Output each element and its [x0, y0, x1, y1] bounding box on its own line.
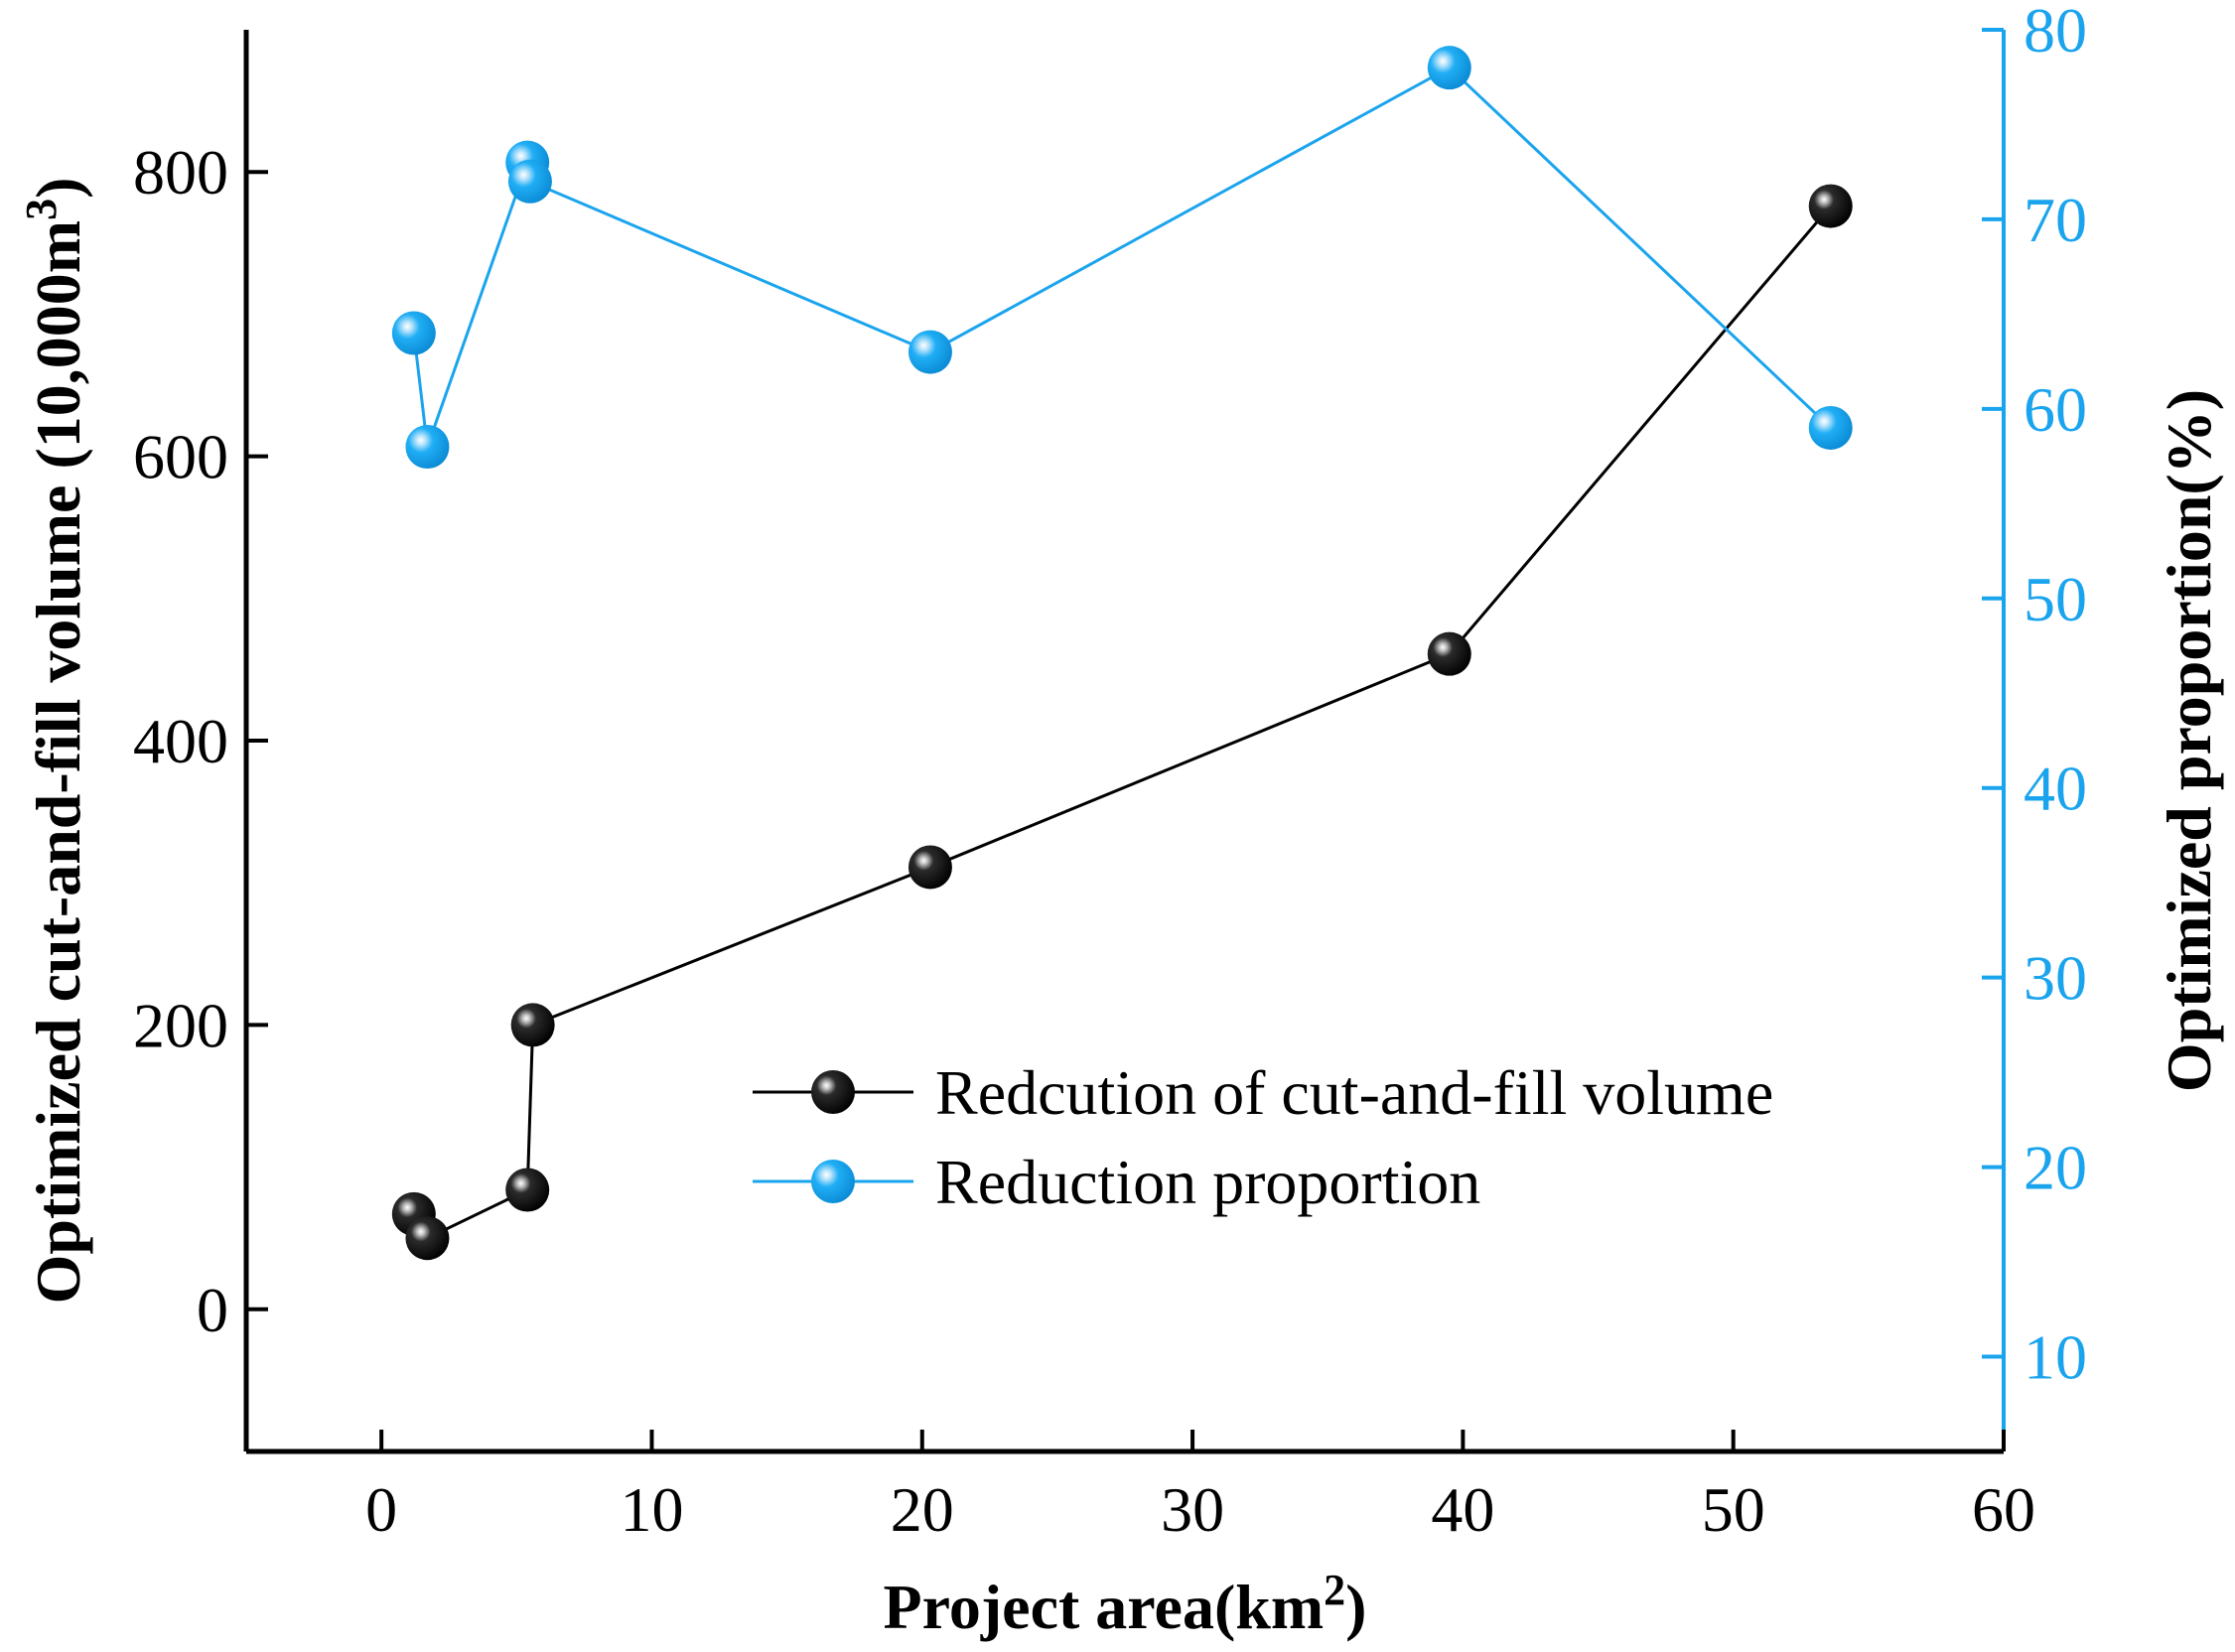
legend-label-volume: Redcution of cut-and-fill volume	[935, 1057, 1773, 1128]
right-y-tick-label: 50	[2024, 564, 2087, 634]
data-point-volume	[505, 1168, 550, 1212]
legend-marker-volume	[811, 1070, 855, 1114]
right-y-axis-ticks: 10 20 30 40 50 60 70 80	[1982, 0, 2087, 1393]
left-y-axis-title: Optimized cut-and-fill volume (10,000m3)	[17, 178, 93, 1305]
x-tick-label: 40	[1431, 1474, 1494, 1545]
right-y-tick-label: 40	[2024, 754, 2087, 824]
x-tick-label: 0	[365, 1474, 397, 1545]
legend-marker-proportion	[811, 1160, 855, 1203]
right-y-tick-label: 30	[2024, 943, 2087, 1014]
x-tick-label: 60	[1972, 1474, 2035, 1545]
data-point-proportion	[1808, 405, 1853, 450]
x-tick-label: 50	[1702, 1474, 1765, 1545]
left-y-tick-label: 800	[133, 137, 228, 207]
data-point-volume	[510, 1003, 555, 1047]
data-point-volume	[405, 1216, 450, 1261]
series-layer	[391, 46, 1853, 1261]
left-y-tick-label: 400	[133, 706, 228, 776]
data-point-volume	[1808, 184, 1853, 228]
legend: Redcution of cut-and-fill volume Reducti…	[753, 1057, 1773, 1217]
data-point-proportion	[405, 425, 450, 470]
left-y-tick-label: 0	[197, 1275, 228, 1345]
x-axis-title: Project area(km2)	[884, 1566, 1367, 1642]
data-point-proportion	[391, 311, 436, 355]
series-line-proportion	[412, 66, 1832, 448]
data-point-proportion	[1427, 46, 1471, 90]
right-y-tick-label: 70	[2024, 185, 2087, 255]
data-point-volume	[1427, 631, 1471, 676]
left-y-axis-ticks: 0 200 400 600 800	[133, 137, 268, 1345]
x-tick-label: 10	[620, 1474, 683, 1545]
right-y-tick-label: 80	[2024, 0, 2087, 66]
right-y-tick-label: 10	[2024, 1322, 2087, 1393]
right-y-tick-label: 20	[2024, 1133, 2087, 1203]
x-axis-ticks: 0 10 20 30 40 50 60	[365, 1430, 2035, 1545]
data-point-volume	[908, 845, 952, 890]
right-y-axis-title: Optimized proportion(%)	[2154, 389, 2224, 1092]
left-y-tick-label: 600	[133, 422, 228, 492]
legend-label-proportion: Reduction proportion	[935, 1147, 1480, 1217]
x-tick-label: 30	[1161, 1474, 1224, 1545]
data-point-proportion	[908, 330, 952, 374]
right-y-tick-label: 60	[2024, 374, 2087, 445]
left-y-tick-label: 200	[133, 990, 228, 1060]
data-point-proportion	[507, 159, 552, 204]
x-tick-label: 20	[891, 1474, 954, 1545]
